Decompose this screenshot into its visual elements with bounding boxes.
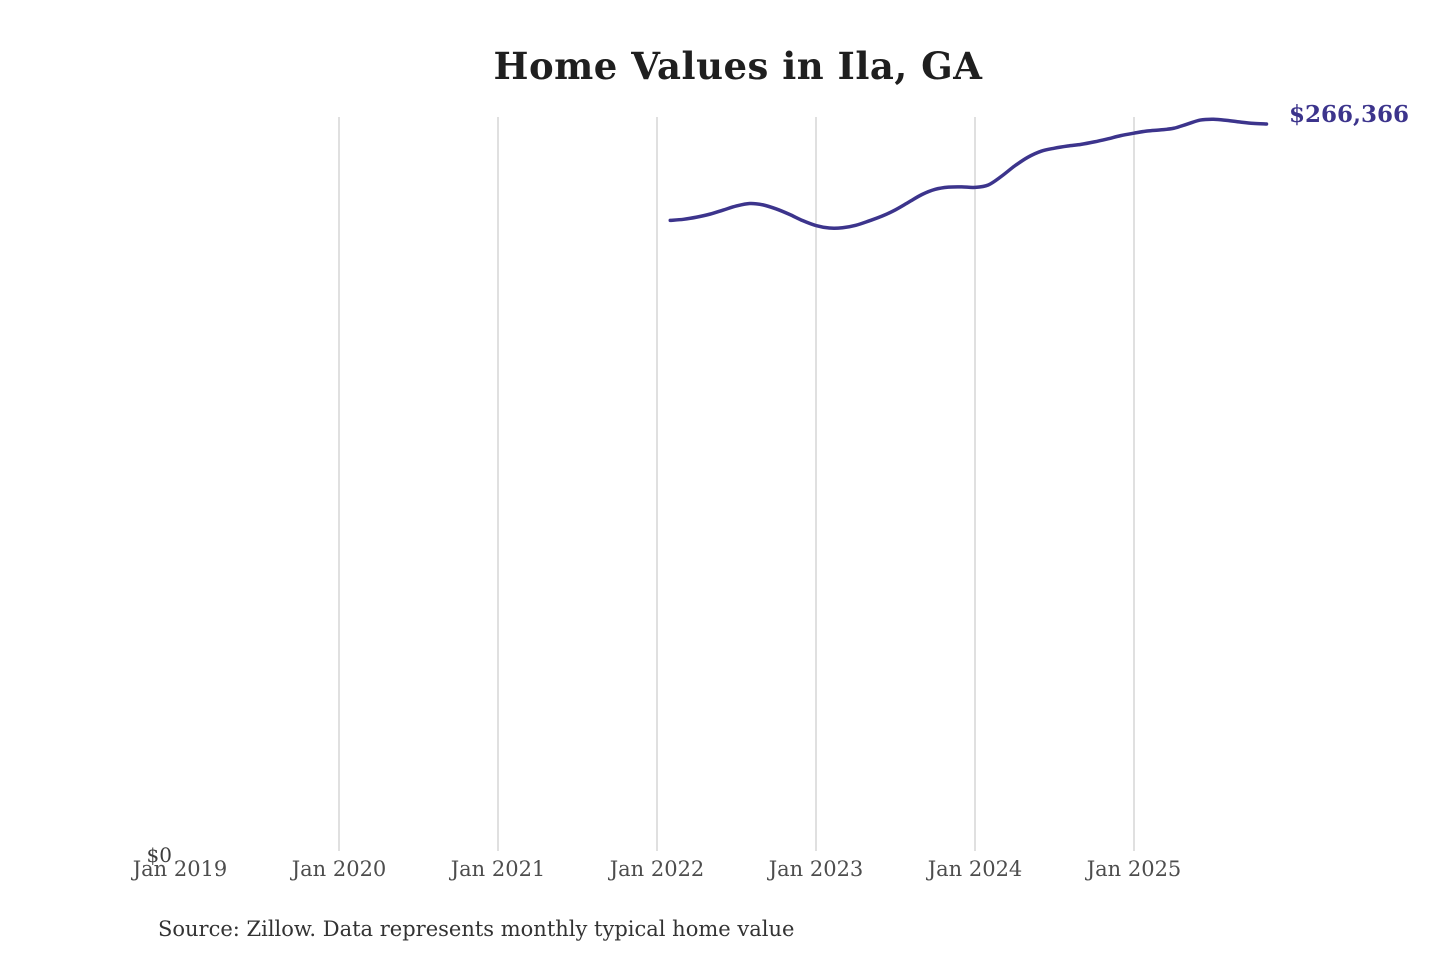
x-tick-jan-2020: Jan 2020 bbox=[290, 857, 387, 881]
latest-value-label: $266,366 bbox=[1289, 101, 1410, 128]
y-axis-zero-label: $0 bbox=[147, 843, 172, 867]
home-value-line-series bbox=[668, 117, 1269, 230]
x-tick-jan-2019: Jan 2019 bbox=[131, 857, 228, 881]
x-tick-jan-2023: Jan 2023 bbox=[767, 857, 864, 881]
x-tick-jan-2025: Jan 2025 bbox=[1085, 857, 1182, 881]
x-tick-jan-2024: Jan 2024 bbox=[926, 857, 1023, 881]
chart-title: Home Values in Ila, GA bbox=[493, 44, 983, 88]
x-tick-jan-2022: Jan 2022 bbox=[608, 857, 705, 881]
source-caption: Source: Zillow. Data represents monthly … bbox=[158, 917, 795, 941]
x-tick-jan-2021: Jan 2021 bbox=[449, 857, 546, 881]
